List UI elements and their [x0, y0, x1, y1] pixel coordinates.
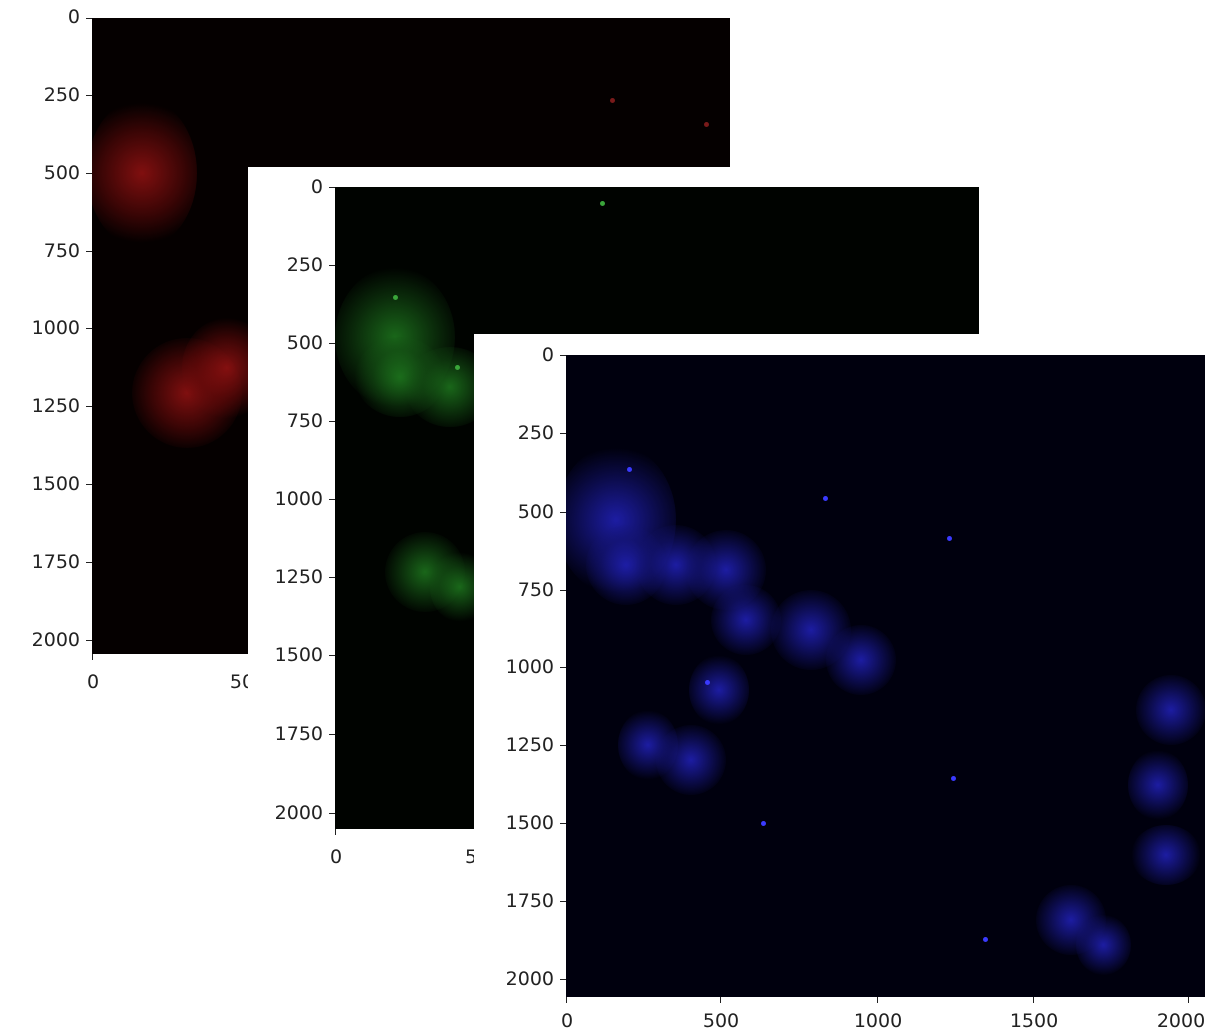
y-tick-label: 0 — [310, 176, 323, 198]
x-tick-label: 0 — [329, 846, 343, 868]
y-tick-label: 1000 — [274, 488, 323, 510]
y-tick-label: 1250 — [274, 566, 323, 588]
speck — [983, 937, 988, 942]
cell-blob — [689, 655, 749, 725]
y-axis-tick-mark — [86, 562, 92, 563]
x-axis-tick-mark — [566, 997, 567, 1003]
y-axis-tick-mark — [86, 640, 92, 641]
cell-blob — [1136, 675, 1205, 745]
y-axis-tick-mark — [329, 813, 335, 814]
y-axis-tick-mark — [560, 590, 566, 591]
y-axis-tick-mark — [329, 343, 335, 344]
y-tick-label: 1750 — [31, 551, 80, 573]
speck — [761, 821, 766, 826]
y-axis-tick-mark — [329, 655, 335, 656]
y-axis-tick-mark — [329, 187, 335, 188]
cell-blob — [1128, 750, 1188, 820]
y-tick-label: 750 — [286, 410, 323, 432]
y-tick-label: 750 — [43, 240, 80, 262]
y-axis-tick-mark — [560, 901, 566, 902]
y-axis-tick-mark — [560, 512, 566, 513]
cell-blob — [711, 585, 781, 655]
speck — [705, 680, 710, 685]
y-tick-label: 2000 — [31, 629, 80, 651]
speck — [610, 98, 615, 103]
y-tick-label: 2000 — [274, 802, 323, 824]
y-tick-label: 500 — [286, 332, 323, 354]
y-tick-label: 1000 — [31, 317, 80, 339]
x-axis-tick-mark — [92, 654, 93, 660]
speck — [627, 467, 632, 472]
x-axis-tick-mark — [335, 829, 336, 835]
x-tick-label: 500 — [702, 1010, 740, 1032]
y-tick-label: 0 — [541, 344, 554, 366]
x-axis-tick-mark — [1033, 997, 1034, 1003]
y-axis-tick-mark — [86, 251, 92, 252]
y-axis-tick-mark — [86, 173, 92, 174]
x-tick-label: 2000 — [1156, 1010, 1206, 1032]
y-tick-label: 1750 — [505, 890, 554, 912]
y-tick-label: 2000 — [505, 968, 554, 990]
cell-blob — [656, 725, 726, 795]
y-axis-tick-mark — [560, 355, 566, 356]
y-axis-tick-mark — [86, 95, 92, 96]
y-axis-tick-mark — [86, 406, 92, 407]
x-tick-label: 0 — [86, 671, 100, 693]
speck — [823, 496, 828, 501]
y-axis-tick-mark — [329, 265, 335, 266]
speck — [455, 365, 460, 370]
y-tick-label: 1500 — [274, 644, 323, 666]
y-axis-tick-mark — [329, 499, 335, 500]
cell-blob — [1131, 825, 1201, 885]
y-tick-label: 1500 — [31, 473, 80, 495]
blue-channel-image — [566, 355, 1205, 997]
y-axis-tick-mark — [560, 979, 566, 980]
y-tick-label: 1250 — [505, 734, 554, 756]
x-tick-label: 1500 — [1009, 1010, 1059, 1032]
x-tick-label: 0 — [560, 1010, 574, 1032]
y-tick-label: 500 — [43, 162, 80, 184]
y-tick-label: 1250 — [31, 395, 80, 417]
y-axis-tick-mark — [86, 328, 92, 329]
y-tick-label: 0 — [67, 6, 80, 28]
cell-blob — [1076, 915, 1131, 975]
y-tick-label: 750 — [517, 579, 554, 601]
y-axis-tick-mark — [86, 484, 92, 485]
y-axis-tick-mark — [560, 433, 566, 434]
y-axis-tick-mark — [560, 667, 566, 668]
speck — [951, 776, 956, 781]
cell-blob — [92, 98, 197, 248]
speck — [704, 122, 709, 127]
x-axis-tick-mark — [1188, 997, 1189, 1003]
y-axis-tick-mark — [329, 734, 335, 735]
y-tick-label: 1000 — [505, 656, 554, 678]
speck — [600, 201, 605, 206]
x-axis-tick-mark — [877, 997, 878, 1003]
y-axis-tick-mark — [329, 577, 335, 578]
y-tick-label: 1500 — [505, 812, 554, 834]
y-axis-tick-mark — [560, 745, 566, 746]
x-tick-label: 1000 — [853, 1010, 903, 1032]
y-tick-label: 1750 — [274, 723, 323, 745]
cell-blob — [826, 625, 896, 695]
blue-channel-panel: 0 250 500 750 1000 1250 1500 1750 2000 0… — [474, 334, 1221, 1033]
y-tick-label: 250 — [43, 84, 80, 106]
y-axis-tick-mark — [560, 823, 566, 824]
y-axis-tick-mark — [86, 18, 92, 19]
x-axis-tick-mark — [720, 997, 721, 1003]
speck — [393, 295, 398, 300]
y-tick-label: 500 — [517, 501, 554, 523]
speck — [947, 536, 952, 541]
y-axis-tick-mark — [329, 421, 335, 422]
y-tick-label: 250 — [286, 254, 323, 276]
y-tick-label: 250 — [517, 422, 554, 444]
